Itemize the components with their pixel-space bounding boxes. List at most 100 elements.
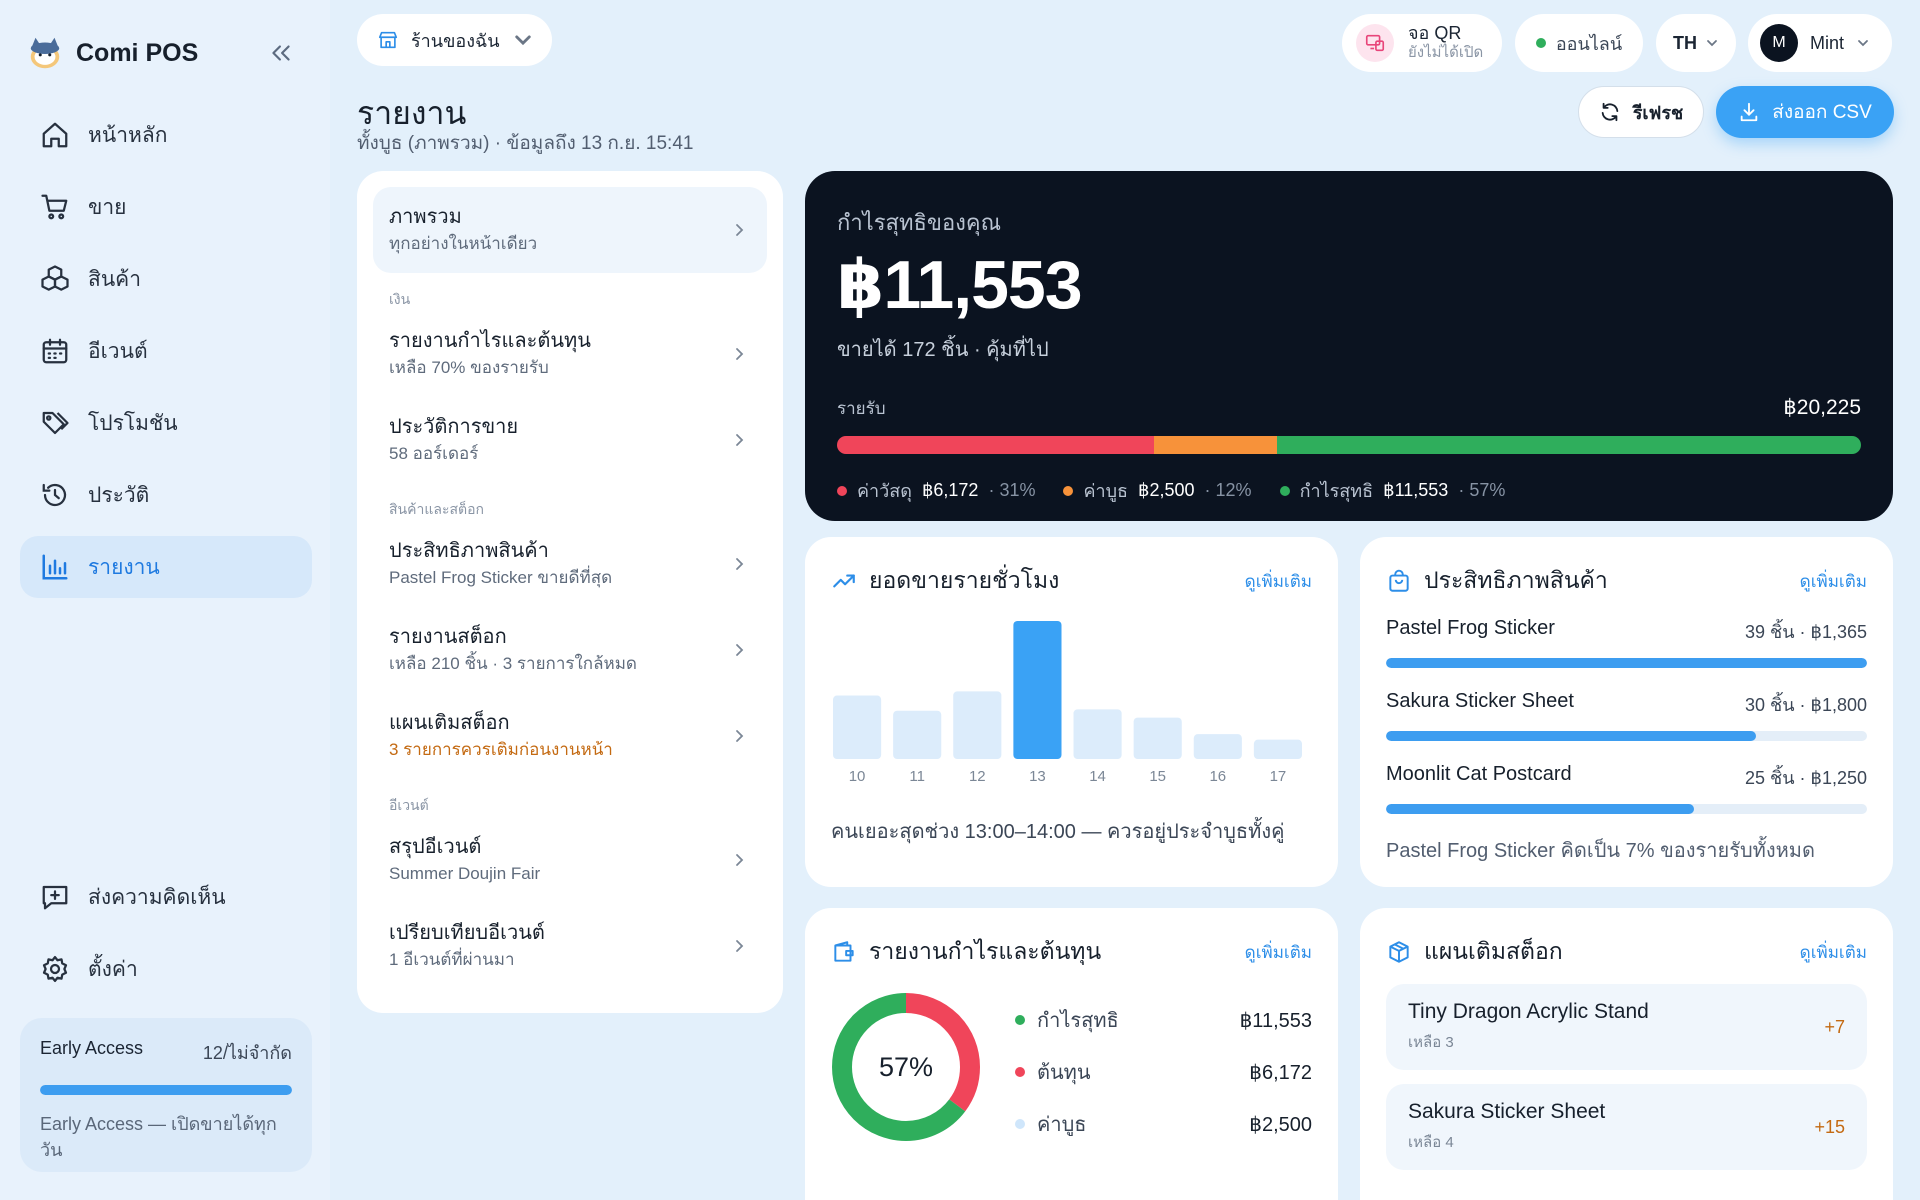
nav-item-history[interactable]: ประวัติ bbox=[20, 464, 312, 526]
nav-label: สินค้า bbox=[88, 267, 142, 291]
page-title: รายงาน bbox=[357, 95, 467, 131]
export-csv-button[interactable]: ส่งออก CSV bbox=[1716, 86, 1894, 138]
user-name: Mint bbox=[1810, 32, 1845, 53]
product-value: 30 ชิ้น · ฿1,800 bbox=[1744, 695, 1867, 715]
restock-see-more-link[interactable]: ดูเพิ่มเติม bbox=[1799, 942, 1867, 962]
sidebar-bottom-nav: ส่งความคิดเห็น ตั้งค่า bbox=[20, 866, 312, 1010]
revenue-breakdown-legend: ค่าวัสดุ ฿6,172 · 31% ค่าบูธ ฿2,500 · 12% กำ… bbox=[837, 476, 1861, 505]
menu-item-stock-report[interactable]: รายงานสต็อก เหลือ 210 ชิ้น · 3 รายการใกล้… bbox=[373, 607, 767, 693]
language-selector[interactable]: TH bbox=[1656, 14, 1736, 72]
store-selector[interactable]: ร้านของฉัน bbox=[357, 14, 552, 66]
revenue-breakdown-bar bbox=[837, 436, 1861, 454]
restock-item[interactable]: Tiny Dragon Acrylic Stand เหลือ 3 +7 bbox=[1386, 984, 1867, 1070]
collapse-sidebar-icon[interactable] bbox=[268, 40, 294, 66]
menu-item-title: สรุปอีเวนต์ bbox=[389, 836, 482, 858]
product-bar bbox=[1386, 804, 1867, 814]
hour-bar-17 bbox=[1253, 739, 1302, 759]
performance-row[interactable]: Pastel Frog Sticker 39 ชิ้น · ฿1,365 bbox=[1386, 617, 1867, 668]
menu-item-profit-cost[interactable]: รายงานกำไรและต้นทุน เหลือ 70% ของรายรับ bbox=[373, 311, 767, 397]
segment-materials bbox=[837, 436, 1155, 454]
chevron-right-icon bbox=[736, 644, 744, 656]
hour-tick-label: 17 bbox=[1270, 768, 1287, 785]
app-name: Comi POS bbox=[76, 38, 199, 67]
early-access-count: 12/ไม่จำกัด bbox=[202, 1043, 292, 1063]
net-profit-sub: ขายได้ 172 ชิ้น · คุ้มที่ไป bbox=[837, 339, 1049, 361]
menu-item-overview[interactable]: ภาพรวม ทุกอย่างในหน้าเดียว bbox=[373, 187, 767, 273]
early-access-desc: Early Access — เปิดขายได้ทุกวัน bbox=[40, 1114, 277, 1160]
profit-cost-legend: กำไรสุทธิ ฿11,553 ต้นทุน ฿6,172 ค่าบูธ ฿2,5… bbox=[1015, 1004, 1312, 1160]
refresh-button[interactable]: รีเฟรช bbox=[1578, 86, 1704, 138]
restock-item-add: +15 bbox=[1814, 1116, 1845, 1137]
app-logo[interactable]: Comi POS bbox=[26, 34, 198, 72]
boxes-icon bbox=[41, 265, 69, 291]
legend-amount: ฿2,500 bbox=[1138, 480, 1195, 500]
online-dot bbox=[1535, 38, 1546, 48]
row-name: ค่าบูธ bbox=[1037, 1114, 1087, 1136]
hour-bar-13 bbox=[1013, 621, 1062, 759]
nav-item-feedback[interactable]: ส่งความคิดเห็น bbox=[20, 866, 312, 928]
product-bar bbox=[1386, 658, 1867, 668]
nav-item-settings[interactable]: ตั้งค่า bbox=[20, 938, 312, 1000]
legend-materials: ค่าวัสดุ ฿6,172 · 31% bbox=[837, 476, 1035, 505]
legend-dot bbox=[1015, 1015, 1025, 1025]
restock-item-name: Sakura Sticker Sheet bbox=[1408, 1100, 1606, 1123]
home-icon bbox=[42, 122, 68, 148]
nav-item-events[interactable]: อีเวนต์ bbox=[20, 320, 312, 382]
nav-item-reports[interactable]: รายงาน bbox=[20, 536, 312, 598]
refresh-icon bbox=[1601, 102, 1619, 122]
legend-pct: · 31% bbox=[988, 480, 1036, 500]
restock-item-remaining: เหลือ 3 bbox=[1408, 1034, 1454, 1051]
avatar: M bbox=[1760, 24, 1798, 62]
restock-item[interactable]: Sakura Sticker Sheet เหลือ 4 +15 bbox=[1386, 1084, 1867, 1170]
product-bar-fill bbox=[1386, 804, 1694, 814]
legend-amount: ฿11,553 bbox=[1383, 480, 1449, 500]
nav-label: ส่งความคิดเห็น bbox=[88, 885, 226, 909]
package-icon bbox=[1389, 941, 1409, 963]
menu-item-event-compare[interactable]: เปรียบเทียบอีเวนต์ 1 อีเวนต์ที่ผ่านมา bbox=[373, 903, 767, 989]
nav-label: ตั้งค่า bbox=[88, 957, 138, 981]
profit-cost-row: ค่าบูธ ฿2,500 bbox=[1015, 1108, 1312, 1140]
early-access-card[interactable]: Early Access 12/ไม่จำกัด Early Access — … bbox=[20, 1018, 312, 1172]
chevron-right-icon bbox=[736, 558, 744, 570]
online-label: ออนไลน์ bbox=[1555, 33, 1623, 54]
chevron-right-icon bbox=[736, 348, 744, 360]
hour-bar-10 bbox=[833, 695, 882, 759]
performance-row[interactable]: Moonlit Cat Postcard 25 ชิ้น · ฿1,250 bbox=[1386, 763, 1867, 814]
profit-cost-row: ต้นทุน ฿6,172 bbox=[1015, 1056, 1312, 1088]
user-menu[interactable]: M Mint bbox=[1748, 14, 1892, 72]
menu-item-sales-history[interactable]: ประวัติการขาย 58 ออร์เดอร์ bbox=[373, 397, 767, 483]
hour-tick-label: 15 bbox=[1149, 768, 1166, 785]
sidebar: Comi POS หน้าหลัก ขาย สินค้า อีเวนต์ โปร… bbox=[0, 0, 330, 1200]
nav-item-sell[interactable]: ขาย bbox=[20, 176, 312, 238]
performance-see-more-link[interactable]: ดูเพิ่มเติม bbox=[1799, 571, 1867, 591]
nav-item-home[interactable]: หน้าหลัก bbox=[20, 104, 312, 166]
hourly-see-more-link[interactable]: ดูเพิ่มเติม bbox=[1244, 571, 1312, 591]
nav-item-promotions[interactable]: โปรโมชัน bbox=[20, 392, 312, 454]
qr-screen-button[interactable]: จอ QR ยังไม่ได้เปิด bbox=[1342, 14, 1502, 72]
legend-amount: ฿6,172 bbox=[921, 480, 979, 500]
chevron-right-icon bbox=[736, 940, 744, 952]
menu-item-product-performance[interactable]: ประสิทธิภาพสินค้า Pastel Frog Sticker ขาย… bbox=[373, 521, 767, 607]
product-performance-card: ประสิทธิภาพสินค้า ดูเพิ่มเติม Pastel Fro… bbox=[1360, 537, 1893, 887]
legend-pct: · 57% bbox=[1458, 480, 1506, 500]
hourly-sales-card: ยอดขายรายชั่วโมง ดูเพิ่มเติม 10 11 12 13 14 1… bbox=[805, 537, 1338, 887]
language-code: TH bbox=[1673, 32, 1697, 53]
menu-item-event-summary[interactable]: สรุปอีเวนต์ Summer Doujin Fair bbox=[373, 817, 767, 903]
menu-item-restock-plan[interactable]: แผนเติมสต็อก 3 รายการควรเติมก่อนงานหน้า bbox=[373, 693, 767, 779]
hour-bar-12 bbox=[953, 691, 1002, 759]
nav-label: หน้าหลัก bbox=[88, 123, 168, 147]
chevron-down-icon bbox=[1858, 40, 1868, 47]
legend-name: ค่าวัสดุ bbox=[857, 481, 912, 501]
store-icon bbox=[378, 31, 398, 49]
wallet-icon bbox=[834, 941, 854, 962]
segment-booth bbox=[1154, 436, 1278, 454]
early-access-progress bbox=[40, 1085, 292, 1095]
performance-row[interactable]: Sakura Sticker Sheet 30 ชิ้น · ฿1,800 bbox=[1386, 690, 1867, 741]
nav-item-products[interactable]: สินค้า bbox=[20, 248, 312, 310]
restock-item-remaining: เหลือ 4 bbox=[1408, 1134, 1454, 1151]
online-status[interactable]: ออนไลน์ bbox=[1515, 14, 1643, 72]
profit-cost-row: กำไรสุทธิ ฿11,553 bbox=[1015, 1004, 1312, 1036]
hour-bar-15 bbox=[1133, 717, 1182, 759]
row-value: ฿11,553 bbox=[1239, 1009, 1312, 1032]
profit-cost-see-more-link[interactable]: ดูเพิ่มเติม bbox=[1244, 942, 1312, 962]
